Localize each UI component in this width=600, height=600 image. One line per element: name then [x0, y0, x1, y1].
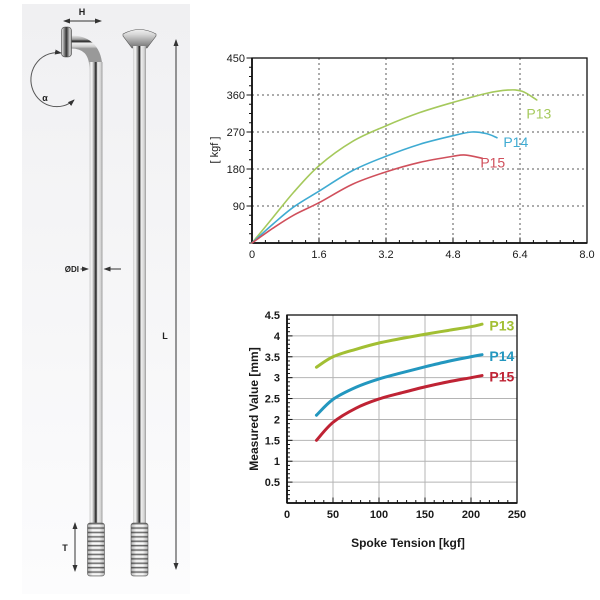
dim-arc-bend-angle — [30, 49, 75, 108]
series-label-P15: P15 — [480, 155, 505, 171]
y-tick-label: 0.5 — [265, 477, 280, 489]
x-tick-label: 0 — [249, 249, 255, 261]
y-tick-label: 1 — [274, 456, 280, 468]
y-tick-label: 90 — [233, 201, 245, 213]
x-tick-label: 4.8 — [445, 249, 460, 261]
plot-area — [252, 58, 587, 243]
x-tick-label: 250 — [508, 509, 526, 521]
straight-spoke-thread-shading — [131, 523, 148, 576]
x-tick-label: 3.2 — [378, 249, 393, 261]
series-line-P15 — [314, 374, 484, 442]
series-line-P13 — [251, 89, 538, 244]
y-tick-label: 3.5 — [265, 352, 280, 364]
x-tick-label: 150 — [416, 509, 434, 521]
series-line-P13 — [314, 322, 484, 369]
y-tick-label: 2.5 — [265, 394, 280, 406]
series-label-P14: P14 — [503, 134, 528, 150]
dim-label-bend-angle: α — [42, 93, 48, 103]
dim-label-diameter: ØDI — [65, 265, 79, 274]
diagram-background — [22, 4, 190, 594]
y-tick-label: 450 — [227, 53, 245, 65]
x-tick-label: 200 — [462, 509, 480, 521]
series-label-P13: P13 — [489, 317, 514, 333]
x-tick-label: 6.4 — [512, 249, 527, 261]
series-label-P13: P13 — [526, 105, 551, 121]
y-axis-title: Measured Value [mm] — [247, 347, 261, 470]
y-axis-title: [ kgf ] — [209, 137, 221, 164]
y-tick-label: 1.5 — [265, 435, 280, 447]
y-tick-label: 270 — [227, 127, 245, 139]
series-label-P14: P14 — [489, 348, 514, 364]
series-line-P15 — [251, 154, 484, 244]
x-tick-label: 0 — [284, 509, 290, 521]
dim-label-length: L — [162, 331, 168, 341]
dim-label-thread-length: T — [62, 543, 68, 553]
measured-value-vs-tension-chart: 0 50 100 150 200 250 0.5 1 1.5 2 2.5 3 3.5 4 4.5 Measur… — [247, 310, 526, 550]
spoke-diagram: H α ØDI L T — [22, 4, 190, 594]
y-tick-label: 180 — [227, 164, 245, 176]
y-tick-label: 4 — [274, 331, 281, 343]
series-line-P14 — [251, 131, 498, 244]
jbend-spoke-thread-shading — [87, 523, 105, 576]
series-line-P14 — [314, 353, 484, 417]
x-axis-title: Spoke Tension [kgf] — [351, 536, 465, 550]
plot-area — [287, 315, 517, 503]
y-tick-label: 4.5 — [265, 310, 280, 322]
x-tick-label: 50 — [327, 509, 339, 521]
y-tick-label: 360 — [227, 90, 245, 102]
jbend-spoke-head — [61, 26, 72, 58]
dim-label-head-width: H — [79, 7, 86, 17]
tension-vs-elongation-chart: 0 1.6 3.2 4.8 6.4 8.0 90 180 270 360 450 [ kgf ] P13… — [209, 53, 595, 261]
y-tick-label: 3 — [274, 373, 280, 385]
y-tick-label: 2 — [274, 414, 280, 426]
series-label-P15: P15 — [489, 369, 514, 385]
x-tick-label: 1.6 — [311, 249, 326, 261]
x-tick-label: 8.0 — [579, 249, 594, 261]
x-tick-label: 100 — [370, 509, 388, 521]
